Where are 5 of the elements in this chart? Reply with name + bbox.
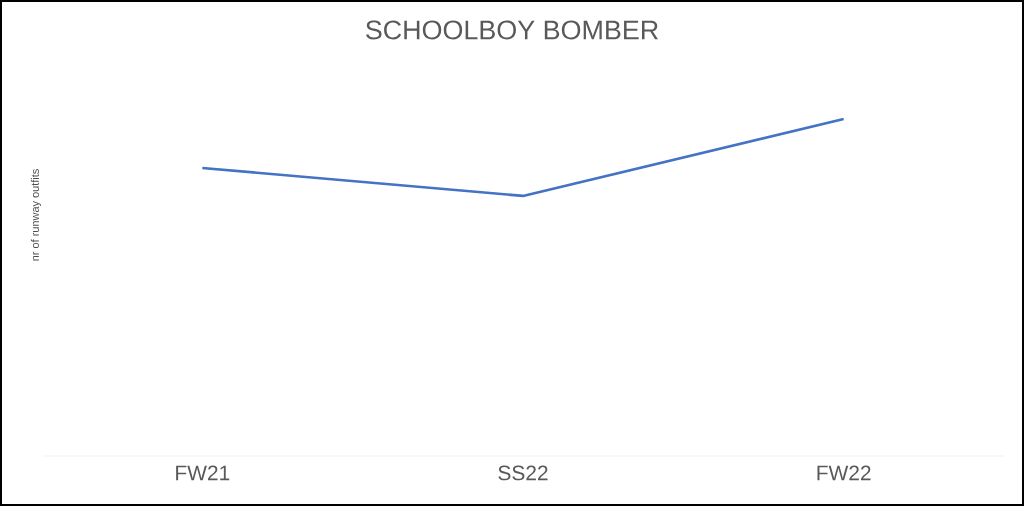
x-tick-label: FW22 xyxy=(817,465,871,481)
x-tick-label: SS22 xyxy=(498,465,548,481)
chart-title: SCHOOLBOY BOMBER xyxy=(365,20,658,40)
x-tick-label: FW21 xyxy=(176,465,230,481)
y-axis-title: nr of runway outfits xyxy=(30,169,42,261)
